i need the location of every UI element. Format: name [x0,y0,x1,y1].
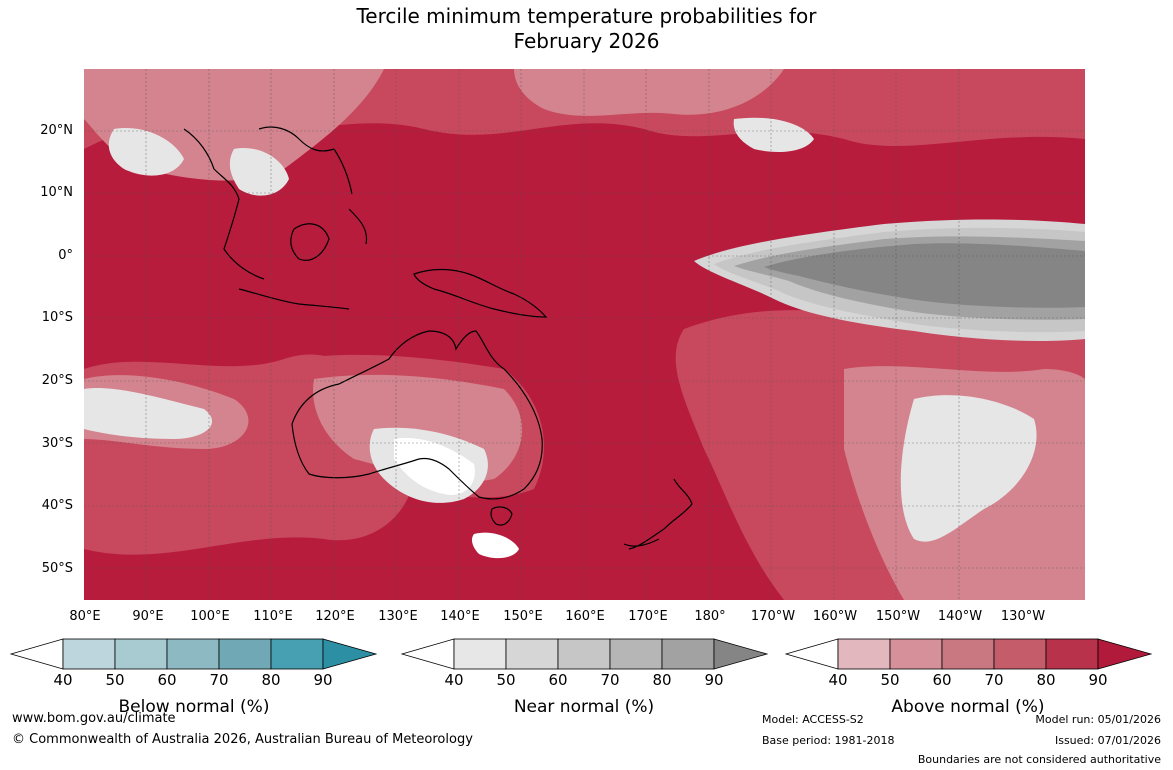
colorbar-segment [62,638,116,670]
colorbar-tick-label: 60 [548,671,568,689]
colorbar-tick-label: 70 [209,671,229,689]
lat-label: 20°S [41,373,73,388]
colorbar-tick-label: 60 [932,671,952,689]
lon-label: 110°E [253,609,293,624]
lon-label: 170°E [628,609,668,624]
lat-label: 40°S [41,498,73,513]
colorbar-min-arrow [785,638,839,670]
colorbar-tick-label: 70 [600,671,620,689]
colorbar-segment [993,638,1047,670]
colorbar-label-near: Near normal (%) [513,697,655,717]
lon-label: 130°E [378,609,418,624]
disclaimer-text: Boundaries are not considered authoritat… [917,753,1161,766]
title-line-2: February 2026 [513,29,660,53]
colorbar-tick-label: 40 [53,671,73,689]
lon-label: 100°E [190,609,230,624]
website-link[interactable]: www.bom.gov.au/climate [12,711,176,726]
colorbar-segment [557,638,611,670]
colorbar-tick-label: 90 [1088,671,1108,689]
base-period-text: Base period: 1981-2018 [762,734,895,747]
colorbar-above-normal [785,638,1152,670]
colorbar-segment [661,638,715,670]
colorbar-max-arrow [322,638,377,670]
copyright-text: © Commonwealth of Australia 2026, Austra… [12,732,473,747]
colorbar-segment [453,638,507,670]
colorbar-label-below: Below normal (%) [118,697,270,717]
near-normal-eastern-pacific [694,219,1085,342]
lon-label: 140°E [440,609,480,624]
title-line-1: Tercile minimum temperature probabilitie… [356,4,817,28]
lat-label: 10°N [40,185,73,200]
colorbar-tick-label: 70 [984,671,1004,689]
colorbar-segment [837,638,891,670]
colorbar-segment [609,638,663,670]
colorbar-tick-label: 50 [496,671,516,689]
colorbar-segment [114,638,168,670]
lon-label: 160°E [565,609,605,624]
tasmania-coastline [490,506,513,526]
new-zealand-coastline [623,478,693,550]
new-guinea-coastline [413,268,548,318]
colorbar-max-arrow [1097,638,1152,670]
colorbar-label-above: Above normal (%) [891,697,1045,717]
colorbar-segment [218,638,272,670]
colorbar-tick-label: 80 [261,671,281,689]
lon-label: 150°W [875,609,921,624]
issued-text: Issued: 07/01/2026 [1054,734,1161,747]
white-zones [394,438,519,559]
colorbar-tick-label: 80 [1036,671,1056,689]
lon-label: 150°E [503,609,543,624]
lon-label: 180° [694,609,726,624]
australia-coastline [291,330,543,500]
lon-label: 140°W [937,609,983,624]
colorbar-segment [941,638,995,670]
model-run-text: Model run: 05/01/2026 [1035,713,1161,726]
lat-label: 0° [58,248,73,263]
lon-label: 130°W [1000,609,1046,624]
lat-label: 20°N [40,123,73,138]
colorbar-segment [1045,638,1099,670]
colorbar-max-arrow [713,638,768,670]
probability-map [84,69,1085,600]
colorbar-tick-label: 80 [652,671,672,689]
colorbar-tick-label: 90 [313,671,333,689]
colorbar-min-arrow [401,638,455,670]
lat-label: 50°S [41,561,73,576]
southeast-asia-coastline [183,126,368,310]
lon-label: 90°E [132,609,164,624]
colorbar-below-normal [10,638,377,670]
colorbar-min-arrow [10,638,64,670]
map-title: Tercile minimum temperature probabilitie… [0,4,1173,54]
lon-label: 120°E [315,609,355,624]
lon-label: 160°W [812,609,858,624]
lon-label: 170°W [750,609,796,624]
lat-label: 30°S [41,436,73,451]
colorbar-near-normal [401,638,768,670]
colorbar-tick-label: 50 [105,671,125,689]
graticule [84,69,1085,600]
colorbar-segment [505,638,559,670]
colorbar-segment [270,638,324,670]
lat-label: 10°S [41,310,73,325]
colorbar-segment [889,638,943,670]
colorbar-tick-label: 90 [704,671,724,689]
colorbar-tick-label: 40 [444,671,464,689]
colorbar-segment [166,638,220,670]
colorbar-tick-label: 40 [828,671,848,689]
model-text: Model: ACCESS-S2 [762,713,864,726]
lon-label: 80°E [69,609,101,624]
colorbar-tick-label: 50 [880,671,900,689]
map-canvas [84,69,1085,600]
colorbar-tick-label: 60 [157,671,177,689]
